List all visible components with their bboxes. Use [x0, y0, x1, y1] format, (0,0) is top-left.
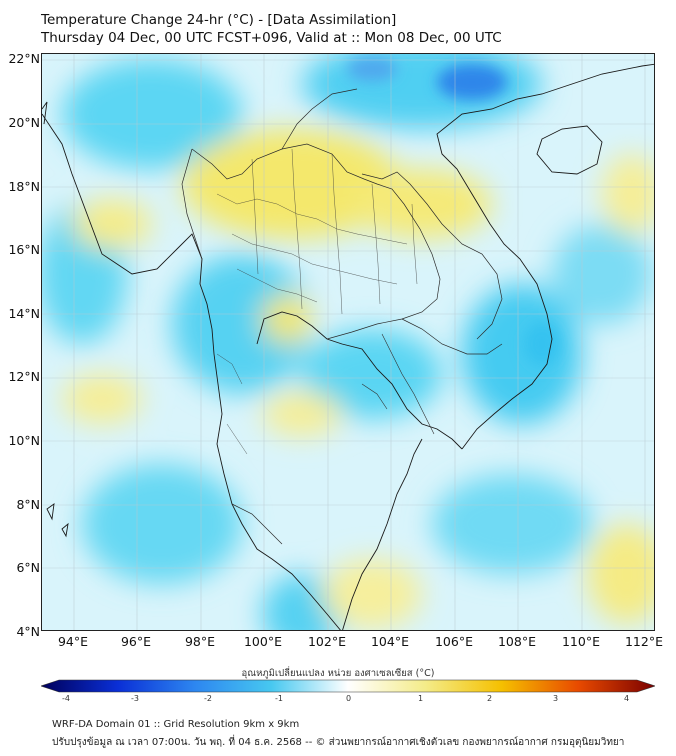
gulf-of-thailand-coast — [256, 311, 463, 450]
colorbar-tick: 2 — [487, 694, 493, 703]
west-coastline — [42, 113, 341, 630]
province-boundaries — [216, 148, 418, 455]
colorbar-tick: -3 — [131, 694, 139, 703]
warm-region-laos — [352, 169, 492, 239]
lon-label-104e: 104°E — [370, 634, 409, 649]
cool-cell-north — [437, 64, 507, 100]
lat-label-10n: 10°N — [8, 433, 40, 448]
graticule — [42, 54, 654, 630]
malaysia-border — [231, 503, 283, 545]
warm-region-north-thailand — [182, 129, 402, 239]
cool-region-cambodia — [302, 329, 442, 419]
cool-cell-north-2 — [347, 57, 397, 81]
lat-label-16n: 16°N — [8, 242, 40, 257]
small-island-1 — [46, 503, 55, 521]
cool-region-scs — [552, 224, 652, 324]
colorbar-tick: 0 — [346, 694, 352, 703]
laos-china-border — [281, 88, 358, 150]
thailand-northern-border — [191, 143, 441, 340]
colorbar-tick: -2 — [204, 694, 212, 703]
footer-domain-info: WRF-DA Domain 01 :: Grid Resolution 9km … — [52, 719, 300, 730]
cool-region-south-east — [432, 474, 592, 574]
lon-label-98e: 98°E — [184, 634, 216, 649]
warm-region-myanmar-coast — [72, 199, 152, 249]
lat-label-8n: 8°N — [16, 497, 40, 512]
warm-region-andaman — [62, 374, 142, 424]
lat-label-6n: 6°N — [16, 560, 40, 575]
lat-label-12n: 12°N — [8, 369, 40, 384]
province-line-3 — [236, 268, 318, 303]
colorbar-tick: -4 — [62, 694, 70, 703]
lon-label-102e: 102°E — [307, 634, 346, 649]
warm-region-bangkok — [262, 294, 312, 344]
lon-label-100e: 100°E — [243, 634, 282, 649]
tonle-sap — [361, 383, 388, 410]
lat-label-18n: 18°N — [8, 179, 40, 194]
province-line-8 — [411, 203, 418, 285]
coastlines — [42, 63, 654, 630]
lon-label-112e: 112°E — [624, 634, 663, 649]
map-title-block: Temperature Change 24-hr (°C) - [Data As… — [41, 11, 502, 47]
myanmar-thailand-border — [181, 148, 203, 260]
lon-label-108e: 108°E — [497, 634, 536, 649]
map-title: Temperature Change 24-hr (°C) - [Data As… — [41, 12, 397, 28]
colorbar-tick: 1 — [418, 694, 424, 703]
warm-region-south-east — [587, 524, 654, 624]
colorbar-title: อุณหภูมิเปลี่ยนแปลง หน่วย องศาเซลเซียส (… — [241, 668, 435, 679]
province-line-1 — [216, 193, 408, 245]
mekong-river — [381, 333, 435, 435]
rivers — [361, 333, 435, 435]
province-line-6 — [331, 153, 343, 315]
colorbar-tick: 4 — [624, 694, 630, 703]
cool-region-south — [262, 574, 342, 630]
warm-region-east — [602, 154, 654, 234]
temperature-change-map — [42, 54, 654, 630]
lat-label-4n: 4°N — [16, 624, 40, 639]
peninsula-east-coast — [342, 438, 423, 630]
cool-region-north-west — [62, 59, 242, 169]
small-island-2 — [61, 522, 69, 538]
hainan-island — [536, 125, 603, 175]
cool-cell-vietnam — [524, 322, 560, 366]
cambodia-border — [401, 318, 503, 355]
lon-label-96e: 96°E — [120, 634, 152, 649]
province-line-9 — [216, 353, 243, 385]
lat-label-14n: 14°N — [8, 306, 40, 321]
west-edge-island — [42, 101, 48, 125]
lon-label-110e: 110°E — [561, 634, 600, 649]
province-line-7 — [371, 183, 381, 305]
province-line-4 — [251, 158, 259, 275]
lat-label-22n: 22°N — [8, 51, 40, 66]
province-line-2 — [231, 233, 398, 285]
map-panel[interactable] — [41, 53, 655, 631]
country-borders — [181, 88, 503, 545]
cool-region-south-west — [82, 464, 242, 584]
colorbar-tick: -1 — [275, 694, 283, 703]
colorbar-tick: 3 — [553, 694, 559, 703]
warm-region-gulf — [262, 392, 342, 436]
colorbar — [41, 679, 655, 693]
vietnam-coast — [436, 63, 654, 450]
lat-label-20n: 20°N — [8, 115, 40, 130]
province-line-10 — [226, 423, 248, 455]
province-line-5 — [291, 148, 303, 310]
map-subtitle: Thursday 04 Dec, 00 UTC FCST+096, Valid … — [41, 30, 502, 46]
laos-vietnam-border — [361, 171, 503, 340]
cool-region-vietnam — [462, 284, 582, 424]
footer-credit: ปรับปรุงข้อมูล ณ เวลา 07:00น. วัน พฤ. ที… — [52, 737, 625, 748]
warm-region-south — [322, 559, 422, 629]
lon-label-94e: 94°E — [57, 634, 89, 649]
colorbar-bar — [41, 679, 655, 693]
lon-label-106e: 106°E — [434, 634, 473, 649]
